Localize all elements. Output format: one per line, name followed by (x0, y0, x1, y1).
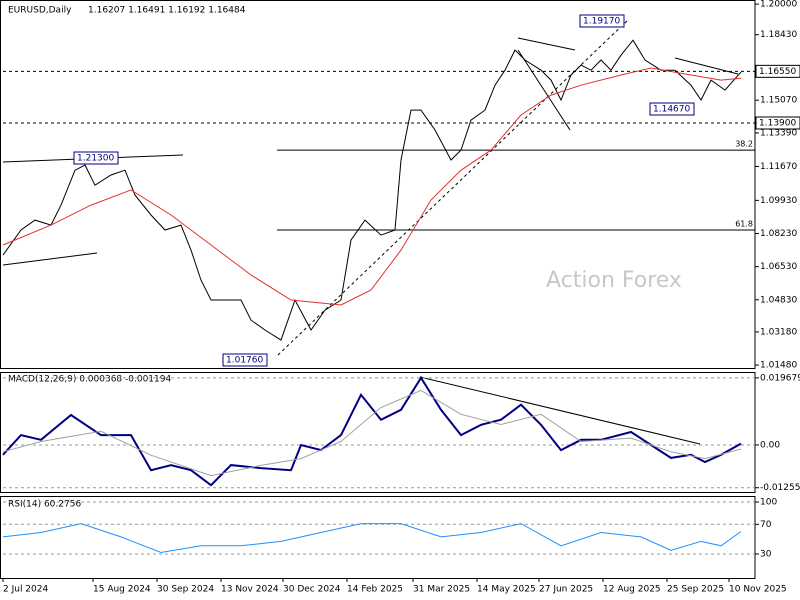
y-tick-label: 100 (760, 498, 777, 508)
y-tick-label: 1.11670 (760, 162, 797, 172)
rsi-label: RSI(14) 60.2756 (8, 500, 81, 510)
x-tick-label: 27 Jun 2025 (539, 585, 593, 595)
x-tick-label: 30 Sep 2024 (157, 585, 214, 595)
fib-label: 61.8 (735, 220, 753, 229)
x-tick-label: 15 Aug 2024 (93, 585, 151, 595)
y-tick-label: 0.00 (760, 440, 780, 450)
y-tick-label: 1.09930 (760, 196, 797, 206)
pane-frame (0, 0, 756, 369)
y-tick-label: 1.20000 (760, 0, 797, 10)
trendlines (2, 19, 739, 445)
macd-line (2, 389, 742, 477)
y-tick-label: 1.15070 (760, 96, 797, 106)
chart-title: EURUSD,Daily (8, 6, 72, 16)
annotation-box (649, 102, 695, 116)
x-tick-label: 14 May 2025 (477, 585, 536, 595)
y-tick-label: 1.08230 (760, 229, 797, 239)
pane-frame (0, 372, 756, 493)
y-tick-label: 30 (760, 550, 772, 560)
y-tick-label: 70 (760, 520, 772, 530)
x-tick-label: 25 Sep 2025 (667, 585, 724, 595)
macd-line (2, 375, 742, 487)
annotation: 1.19170 (583, 17, 620, 27)
level-label: 1.16550 (759, 67, 796, 77)
watermark: Action Forex (546, 268, 682, 293)
y-tick-label: 1.06530 (760, 262, 797, 272)
annotation-box (222, 353, 268, 367)
ohlc-text: 1.16207 1.16491 1.16192 1.16484 (88, 6, 246, 16)
pane-frame (0, 496, 756, 579)
annotation: 1.01760 (226, 356, 263, 366)
y-tick-label: -0.012552 (760, 483, 800, 493)
annotation: 1.14670 (653, 105, 690, 115)
price-line (2, 67, 742, 306)
x-tick-label: 30 Dec 2024 (283, 585, 341, 595)
y-tick-label: 1.13390 (760, 128, 797, 138)
y-tick-label: 1.01480 (760, 361, 797, 371)
x-tick-label: 2 Jul 2024 (3, 585, 48, 595)
macd-label: MACD(12,26,9) 0.000368 -0.001194 (8, 375, 171, 385)
level-box (755, 116, 800, 130)
fib-label: 38.2 (735, 140, 753, 149)
annotation-box (73, 151, 119, 165)
x-tick-label: 10 Nov 2025 (729, 585, 787, 595)
x-tick-label: 12 Aug 2025 (603, 585, 661, 595)
x-tick-label: 14 Feb 2025 (347, 585, 403, 595)
level-label: 1.13900 (759, 118, 796, 128)
x-tick-label: 13 Nov 2024 (221, 585, 279, 595)
annotation: 1.21300 (77, 154, 114, 164)
y-tick-label: 0.019679 (760, 373, 800, 383)
x-tick-label: 31 Mar 2025 (413, 585, 470, 595)
y-tick-label: 1.18430 (760, 30, 797, 40)
rsi-line (2, 523, 742, 554)
level-box (755, 64, 800, 78)
annotation-box (579, 14, 625, 28)
y-tick-label: 1.04830 (760, 295, 797, 305)
y-tick-label: 1.03180 (760, 327, 797, 337)
price-line (2, 39, 742, 341)
